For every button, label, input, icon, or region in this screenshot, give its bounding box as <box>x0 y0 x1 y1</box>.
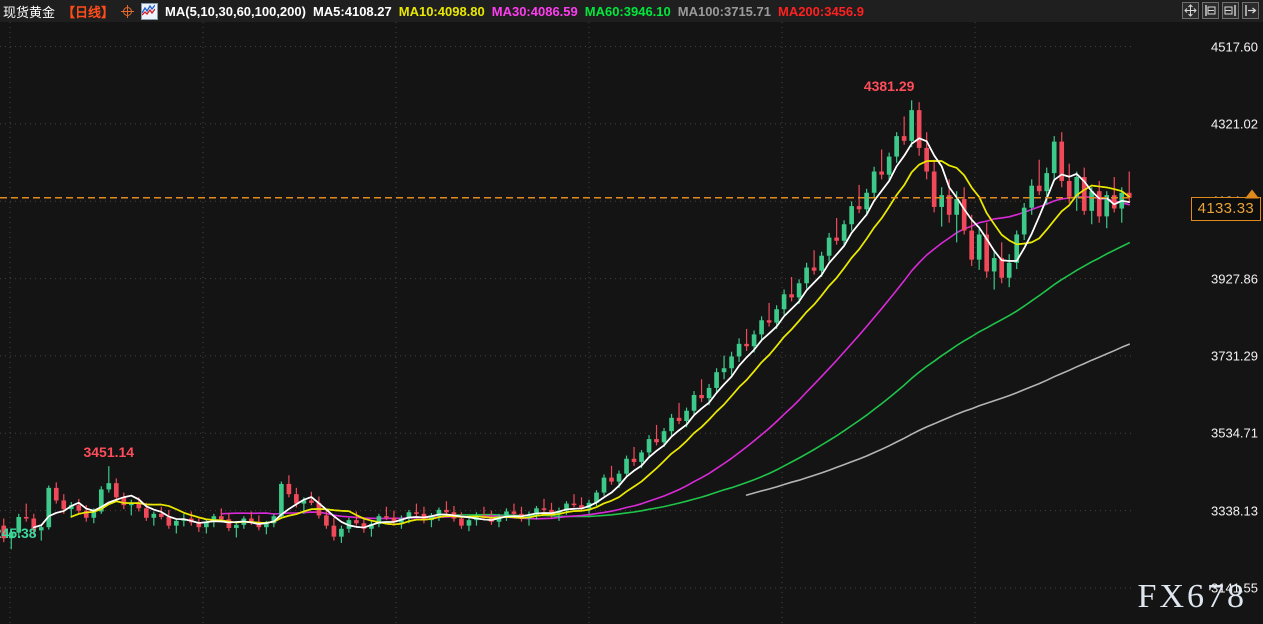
chart-toolbar <box>1182 2 1259 19</box>
watermark: FX678 <box>1137 578 1247 615</box>
period-label: 【日线】 <box>62 4 115 20</box>
ma30-value: MA30:4086.59 <box>491 3 578 19</box>
chart-plot-area[interactable]: 4381.29 3451.14 3245.38 <box>0 22 1263 624</box>
svg-text:4381.29: 4381.29 <box>864 78 915 94</box>
ma10-value: MA10:4098.80 <box>398 3 485 19</box>
ma200-value: MA200:3456.9 <box>777 3 864 19</box>
symbol-label: 现货黄金 <box>3 4 56 20</box>
align-left-button[interactable] <box>1202 2 1219 19</box>
align-center-button[interactable] <box>1222 2 1239 19</box>
fit-screen-button[interactable] <box>1182 2 1199 19</box>
ma5-value: MA5:4108.27 <box>312 3 392 19</box>
align-right-button[interactable] <box>1242 2 1259 19</box>
candlestick-svg: 4381.29 3451.14 3245.38 <box>0 22 1263 624</box>
chart-header: 现货黄金 【日线】 MA(5,10,30,60,100,200) MA5:410… <box>0 0 1263 22</box>
mini-chart-icon[interactable] <box>141 2 159 20</box>
ma100-value: MA100:3715.71 <box>677 3 771 19</box>
crosshair-icon[interactable] <box>121 4 135 18</box>
ma60-value: MA60:3946.10 <box>584 3 671 19</box>
svg-text:3245.38: 3245.38 <box>0 525 37 541</box>
ma-definition-label: MA(5,10,30,60,100,200) <box>165 3 306 19</box>
svg-text:3451.14: 3451.14 <box>83 444 134 460</box>
